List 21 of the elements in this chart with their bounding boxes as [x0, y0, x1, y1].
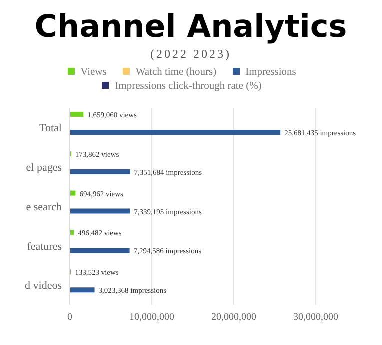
x-tick-label: 10,000,000: [130, 312, 174, 324]
bar: [70, 130, 281, 135]
y-tick-label: features: [27, 240, 62, 253]
legend-label: Watch time (hours): [134, 66, 217, 80]
x-tick-label: 30,000,000: [294, 312, 338, 324]
bar: [70, 112, 84, 117]
x-tick-label: 20,000,000: [212, 312, 256, 324]
bar: [70, 208, 130, 214]
legend-label: Impressions click-through rate (%): [114, 80, 262, 94]
legend-label: Views: [80, 66, 107, 80]
y-tick-label: el pages: [26, 162, 62, 174]
x-tick-label: 0: [68, 312, 72, 324]
bar: [70, 248, 130, 254]
bar: [70, 169, 130, 174]
chart-subtitle: (2022 2023): [150, 46, 232, 62]
y-tick-label: d videos: [25, 280, 62, 292]
bar: [70, 288, 95, 293]
y-tick-label: Total: [40, 122, 62, 135]
legend-label: Impressions: [244, 66, 296, 80]
chart-title: Channel Analytics: [34, 8, 348, 46]
y-tick-label: e search: [26, 201, 62, 214]
